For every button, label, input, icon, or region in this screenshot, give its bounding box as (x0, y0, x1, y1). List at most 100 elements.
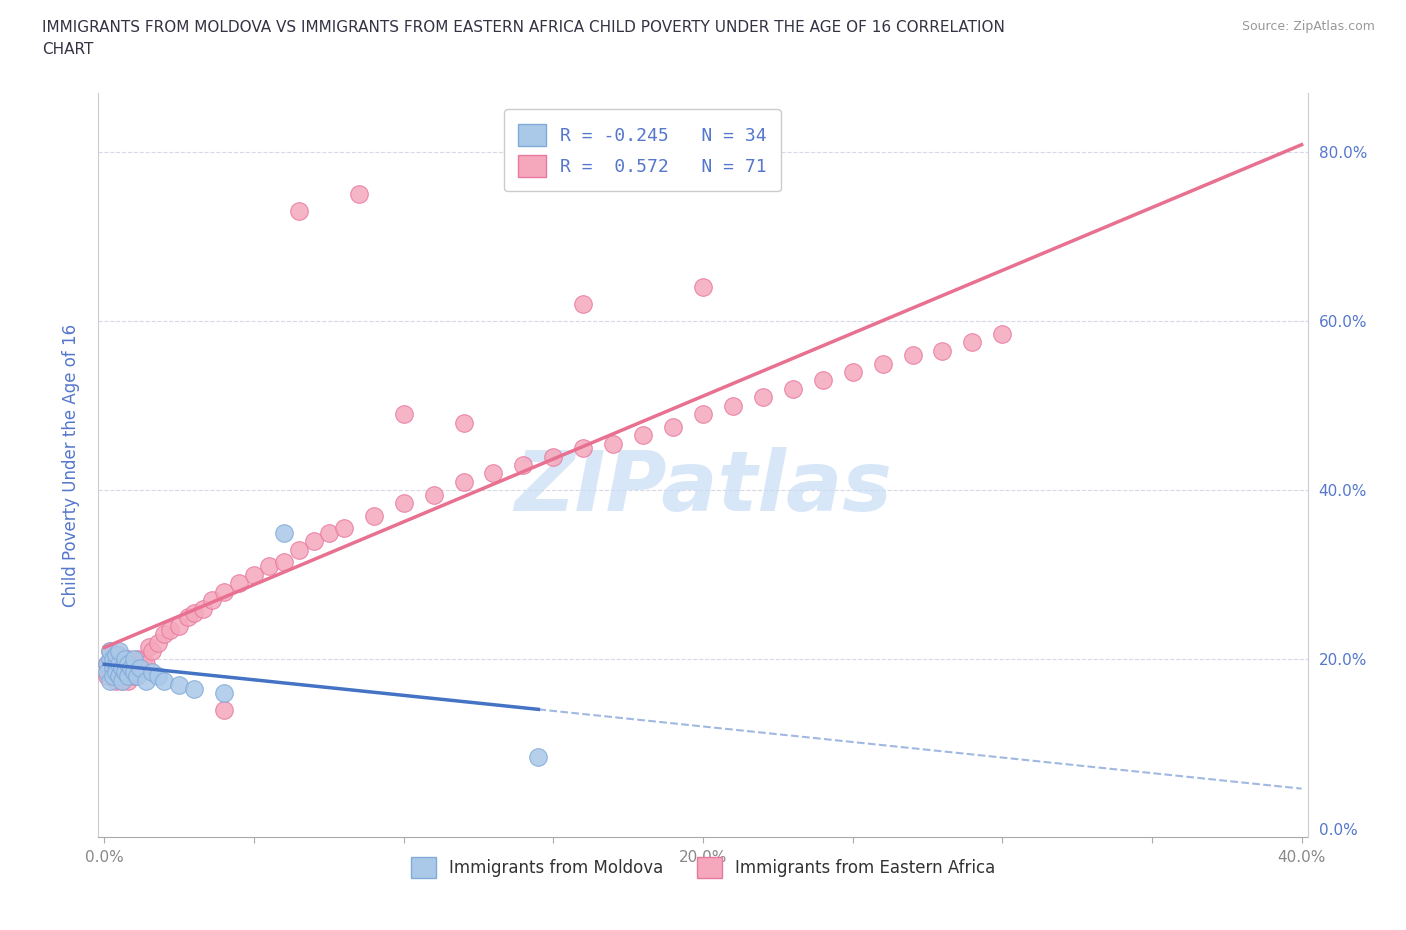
Point (167, 618, 190, 633)
Text: Source: ZipAtlas.com: Source: ZipAtlas.com (1241, 20, 1375, 33)
Point (120, 660, 142, 675)
Point (114, 652, 136, 667)
Point (96, 657, 118, 671)
Point (482, 466, 505, 481)
Point (100, 644, 122, 658)
Point (132, 652, 155, 667)
Point (114, 665, 136, 680)
Point (692, 406, 714, 421)
Point (124, 669, 146, 684)
Point (108, 644, 131, 658)
Point (631, 428, 654, 443)
Point (177, 610, 200, 625)
Point (872, 356, 894, 371)
Point (991, 326, 1014, 341)
Point (183, 605, 205, 620)
Point (103, 660, 125, 675)
Point (692, 280, 714, 295)
Point (183, 682, 205, 697)
Point (721, 398, 744, 413)
Point (288, 542, 311, 557)
Point (422, 487, 444, 502)
Point (962, 335, 984, 350)
Point (572, 441, 595, 456)
Point (138, 639, 160, 654)
Point (193, 602, 215, 617)
Point (103, 660, 125, 675)
Point (100, 652, 122, 667)
Point (363, 509, 385, 524)
Point (212, 703, 235, 718)
Point (105, 657, 128, 671)
Point (96, 665, 118, 680)
Point (105, 657, 128, 671)
Point (347, 187, 370, 202)
Point (117, 657, 139, 671)
Point (141, 665, 163, 680)
Point (453, 416, 475, 431)
Point (117, 652, 139, 667)
Point (392, 496, 415, 511)
Point (124, 665, 146, 680)
Point (273, 525, 295, 540)
Point (811, 373, 834, 388)
Point (108, 665, 131, 680)
Point (243, 567, 266, 582)
Point (752, 390, 775, 405)
Point (153, 673, 176, 688)
Point (96, 669, 118, 684)
Point (153, 627, 176, 642)
Point (103, 652, 125, 667)
Point (228, 576, 250, 591)
Point (602, 436, 624, 451)
Point (117, 673, 139, 688)
Point (120, 660, 142, 675)
Point (901, 348, 924, 363)
Point (114, 665, 136, 680)
Point (392, 406, 415, 421)
Point (127, 652, 149, 667)
Point (931, 343, 953, 358)
Point (141, 644, 163, 658)
Point (100, 644, 122, 658)
Point (148, 669, 170, 684)
Point (201, 592, 224, 607)
Point (148, 635, 170, 650)
Point (273, 555, 295, 570)
Point (108, 669, 131, 684)
Point (212, 685, 235, 700)
Point (111, 652, 134, 667)
Point (103, 652, 125, 667)
Text: CHART: CHART (42, 42, 94, 57)
Point (127, 669, 149, 684)
Point (167, 677, 190, 692)
Point (124, 652, 146, 667)
Point (572, 297, 595, 312)
Point (512, 458, 534, 472)
Point (96, 657, 118, 671)
Point (117, 669, 139, 684)
Point (159, 622, 181, 637)
Y-axis label: Child Poverty Under the Age of 16: Child Poverty Under the Age of 16 (62, 324, 80, 606)
Point (108, 657, 131, 671)
Text: IMMIGRANTS FROM MOLDOVA VS IMMIGRANTS FROM EASTERN AFRICA CHILD POVERTY UNDER TH: IMMIGRANTS FROM MOLDOVA VS IMMIGRANTS FR… (42, 20, 1005, 35)
Point (100, 665, 122, 680)
Point (105, 648, 128, 663)
Point (257, 559, 280, 574)
Point (108, 648, 131, 663)
Point (129, 665, 152, 680)
Point (103, 669, 125, 684)
Point (212, 584, 235, 599)
Point (111, 673, 134, 688)
Point (302, 534, 325, 549)
Point (782, 381, 804, 396)
Point (453, 474, 475, 489)
Point (318, 525, 340, 540)
Point (543, 449, 565, 464)
Point (841, 365, 863, 379)
Point (135, 673, 157, 688)
Point (527, 750, 550, 764)
Point (111, 673, 134, 688)
Point (129, 660, 152, 675)
Text: ZIPatlas: ZIPatlas (515, 446, 891, 528)
